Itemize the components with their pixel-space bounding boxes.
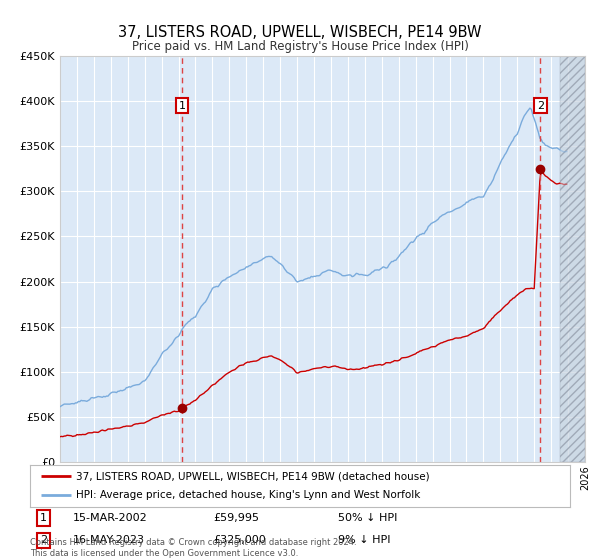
Text: 1: 1	[179, 101, 185, 111]
Bar	[560, 56, 585, 462]
Bar	[560, 56, 585, 462]
Text: £59,995: £59,995	[214, 513, 260, 523]
Text: 1: 1	[40, 513, 47, 523]
Text: 15-MAR-2002: 15-MAR-2002	[73, 513, 148, 523]
Text: 9% ↓ HPI: 9% ↓ HPI	[338, 535, 390, 545]
Text: 37, LISTERS ROAD, UPWELL, WISBECH, PE14 9BW: 37, LISTERS ROAD, UPWELL, WISBECH, PE14 …	[118, 25, 482, 40]
Text: 50% ↓ HPI: 50% ↓ HPI	[338, 513, 397, 523]
Text: 2: 2	[40, 535, 47, 545]
Text: 37, LISTERS ROAD, UPWELL, WISBECH, PE14 9BW (detached house): 37, LISTERS ROAD, UPWELL, WISBECH, PE14 …	[76, 471, 430, 481]
Text: Contains HM Land Registry data © Crown copyright and database right 2024.
This d: Contains HM Land Registry data © Crown c…	[30, 538, 356, 558]
Text: £325,000: £325,000	[214, 535, 266, 545]
Text: 16-MAY-2023: 16-MAY-2023	[73, 535, 145, 545]
Text: 2: 2	[537, 101, 544, 111]
Text: HPI: Average price, detached house, King's Lynn and West Norfolk: HPI: Average price, detached house, King…	[76, 491, 420, 501]
Text: Price paid vs. HM Land Registry's House Price Index (HPI): Price paid vs. HM Land Registry's House …	[131, 40, 469, 53]
